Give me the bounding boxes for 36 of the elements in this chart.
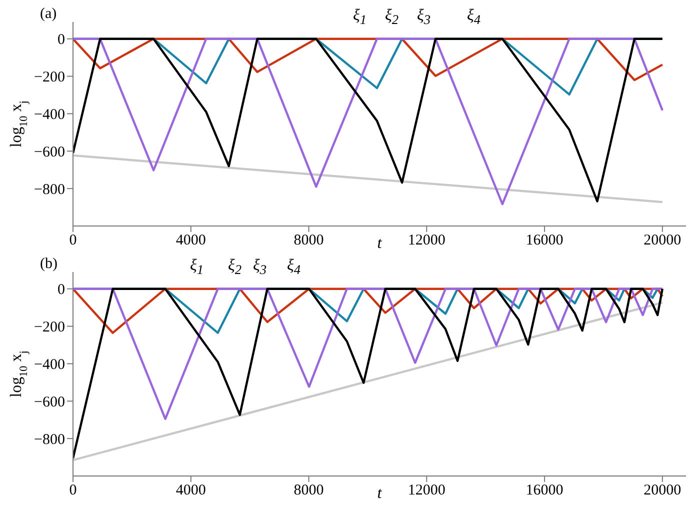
y-tick-label: −600 [34, 394, 65, 410]
x-tick-label: 16000 [526, 482, 564, 499]
x-tick-label: 12000 [408, 232, 446, 249]
chart-title: (a) [40, 6, 57, 23]
annotation: ξ$_{2}$ [385, 7, 399, 28]
x-tick-label: 4000 [176, 482, 206, 499]
y-tick-label: 0 [58, 282, 65, 298]
chart-title: (b) [40, 256, 58, 273]
x-tick-label: 16000 [526, 232, 564, 249]
x-tick-label: 20000 [644, 232, 682, 249]
x-tick-label: 12000 [408, 482, 446, 499]
annotation: ξ$_{1}$ [190, 257, 204, 278]
x-tick-label: 0 [69, 482, 77, 499]
annotation: ξ$_{1}$ [353, 7, 367, 28]
line-series [73, 288, 664, 420]
x-tick-label: 8000 [294, 482, 324, 499]
x-axis-title: t [377, 485, 382, 502]
annotation: ξ$_{3}$ [253, 257, 267, 278]
y-tick-label: −400 [34, 357, 65, 374]
x-tick-label: 0 [69, 232, 77, 249]
y-tick-label: −200 [34, 320, 65, 336]
line-series [73, 38, 664, 82]
y-tick-label: −200 [34, 70, 65, 86]
y-tick-label: 0 [58, 32, 65, 48]
y-tick-label: −600 [34, 144, 65, 160]
x-tick-label: 8000 [294, 232, 324, 249]
annotation: ξ$_{4}$ [287, 257, 301, 278]
x-axis-title: t [377, 235, 382, 252]
y-tick-label: −800 [34, 182, 65, 198]
x-tick-label: 20000 [644, 482, 682, 499]
annotation: ξ$_{4}$ [467, 7, 481, 28]
annotation: ξ$_{3}$ [417, 7, 431, 28]
y-tick-label: −400 [34, 107, 65, 124]
x-tick-label: 4000 [176, 232, 206, 249]
y-tick-label: −800 [34, 432, 65, 448]
annotation: ξ$_{2}$ [228, 257, 242, 278]
